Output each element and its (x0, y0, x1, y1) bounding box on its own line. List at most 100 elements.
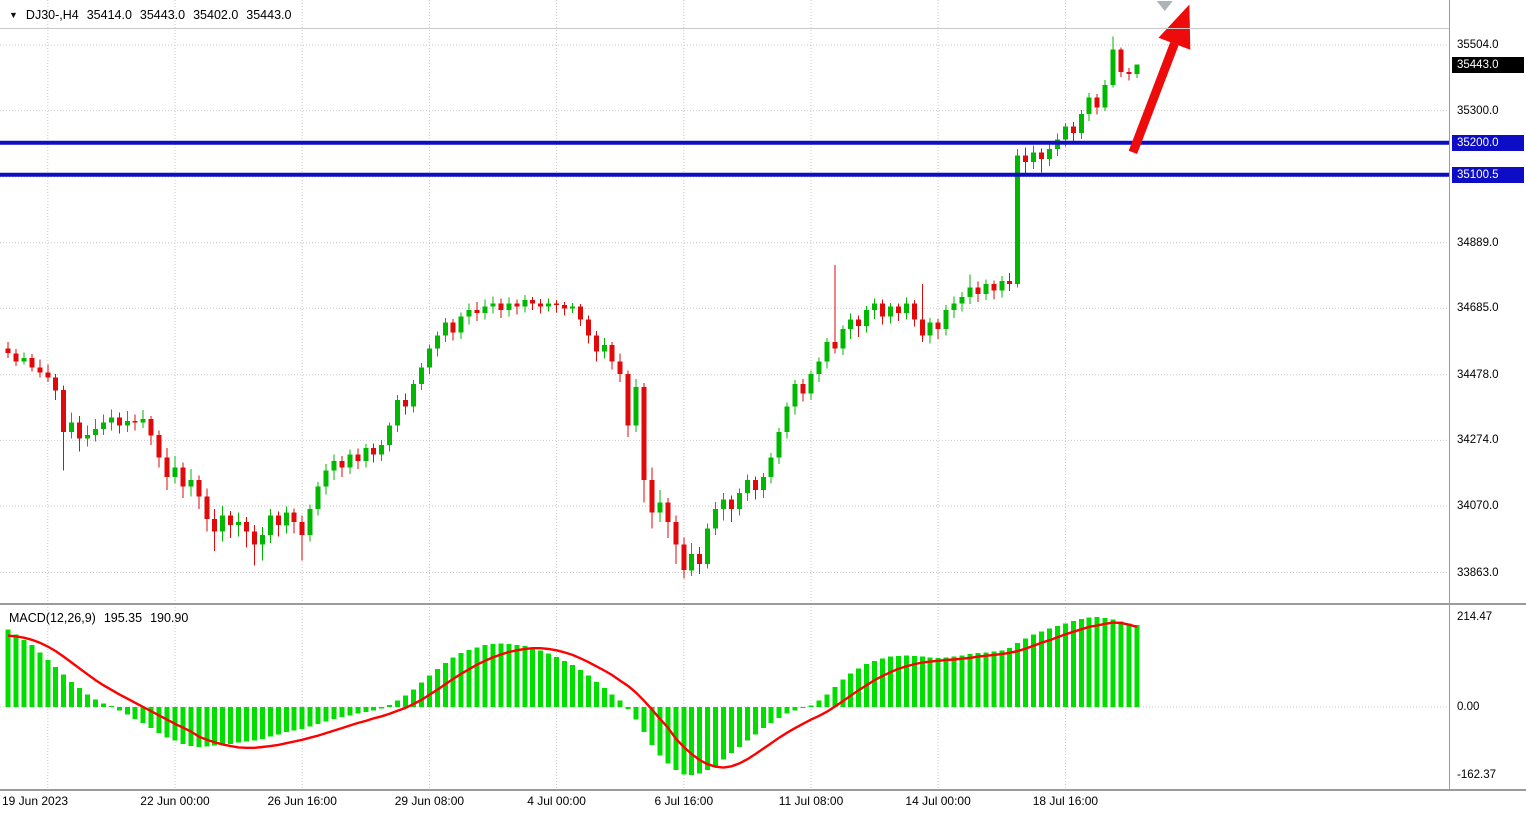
candle (283, 506, 289, 534)
macd-histogram-bar (5, 629, 11, 708)
candle (1102, 80, 1108, 112)
candle (1094, 93, 1100, 115)
macd-histogram-bar (919, 656, 925, 707)
candle (625, 370, 631, 437)
candle (148, 416, 154, 445)
macd-signal-line (7, 621, 1138, 769)
macd-histogram-bar (410, 689, 416, 708)
candle (85, 425, 90, 447)
macd-histogram-bar (267, 707, 273, 737)
macd-histogram-bar (418, 682, 424, 708)
candle (252, 525, 257, 566)
macd-histogram-bar (657, 707, 663, 756)
candle (1078, 109, 1084, 139)
macd-histogram-bar (1094, 617, 1100, 707)
time-axis[interactable]: 19 Jun 2023 22 Jun 00:00 26 Jun 16:00 29 Ju… (0, 791, 1526, 813)
macd-histogram-bar (426, 675, 432, 707)
macd-histogram-bar (1070, 620, 1076, 708)
macd-axis-label: 214.47 (1457, 610, 1493, 623)
macd-histogram-bar (53, 667, 59, 707)
macd-histogram-bar (85, 694, 90, 707)
macd-histogram-bar (983, 652, 989, 707)
candle (132, 414, 138, 431)
candle (315, 481, 321, 516)
price-axis-label: 34070.0 (1457, 500, 1499, 512)
candle (124, 411, 130, 432)
candle (1086, 92, 1092, 121)
candle (633, 379, 639, 432)
macd-histogram-bar (156, 707, 162, 734)
macd-histogram-bar (895, 655, 901, 708)
macd-histogram-bar (665, 707, 671, 764)
macd-histogram-bar (562, 660, 567, 707)
candle (999, 276, 1005, 298)
candle (824, 338, 830, 369)
macd-histogram-bar (1118, 621, 1124, 707)
macd-indicator-label: MACD(12,26,9) 195.35 190.90 (9, 611, 188, 625)
macd-histogram-bar (220, 707, 226, 745)
macd-histogram-bar (840, 679, 846, 707)
macd-histogram-bar (848, 673, 854, 707)
candle (69, 412, 75, 439)
candle (736, 488, 742, 516)
macd-histogram-bar (93, 699, 98, 708)
symbol-info-bar: ▼ DJ30-,H4 35414.0 35443.0 35402.0 35443… (9, 7, 291, 23)
candle (403, 393, 408, 415)
macd-panel-canvas[interactable] (0, 607, 1449, 789)
macd-histogram-bar (617, 700, 623, 707)
candle (991, 280, 997, 300)
candle (895, 303, 901, 322)
macd-histogram-bar (577, 670, 583, 707)
macd-histogram-bar (212, 707, 218, 746)
candle (347, 449, 353, 474)
price-axis[interactable]: 35504.0 35300.0 34889.0 34685.0 34478.0 34274… (1449, 0, 1526, 791)
candle (1110, 36, 1116, 88)
macd-histogram-bar (880, 658, 885, 708)
macd-histogram-bar (236, 707, 242, 743)
candle (299, 515, 305, 561)
trend-arrow[interactable] (1128, 4, 1191, 155)
macd-histogram-bar (1054, 625, 1060, 707)
candle (426, 344, 432, 375)
price-axis-label: 34274.0 (1457, 434, 1499, 447)
macd-histogram-bar (935, 657, 941, 708)
symbol-dropdown-icon[interactable]: ▼ (9, 9, 18, 20)
panel-splitter[interactable] (0, 603, 1526, 605)
time-axis-label: 6 Jul 16:00 (654, 794, 714, 808)
macd-histogram-bar (1031, 634, 1036, 707)
macd-histogram-bar (975, 653, 981, 707)
macd-histogram-bar (13, 634, 19, 707)
candle (196, 475, 202, 510)
macd-histogram-bar (196, 707, 202, 747)
candle (37, 359, 43, 378)
candle (156, 430, 162, 468)
candle (721, 493, 726, 521)
candle (784, 402, 790, 439)
macd-histogram-bar (522, 646, 528, 707)
candle (474, 301, 480, 322)
chart-shift-marker-icon[interactable] (1156, 1, 1173, 11)
macd-histogram-bar (21, 639, 27, 708)
macd-histogram-bar (371, 707, 377, 711)
macd-histogram-bar (379, 707, 385, 709)
macd-histogram-bar (116, 707, 122, 711)
candle (554, 300, 560, 313)
price-chart-canvas[interactable] (0, 0, 1449, 604)
candle (911, 300, 917, 327)
candle (355, 448, 361, 469)
candle (959, 292, 965, 312)
candle (466, 303, 472, 325)
candle (220, 506, 226, 542)
macd-histogram-bar (1110, 619, 1116, 707)
macd-histogram-bar (339, 707, 345, 718)
candle (808, 370, 814, 400)
macd-histogram-bar (299, 707, 305, 729)
macd-histogram-bar (466, 649, 472, 708)
candle (434, 331, 440, 357)
candle (967, 274, 973, 305)
macd-histogram-bar (760, 707, 766, 728)
price-axis-label: 34889.0 (1457, 236, 1499, 249)
macd-histogram-bar (108, 706, 114, 708)
candle (1126, 68, 1132, 81)
candle (776, 428, 782, 465)
